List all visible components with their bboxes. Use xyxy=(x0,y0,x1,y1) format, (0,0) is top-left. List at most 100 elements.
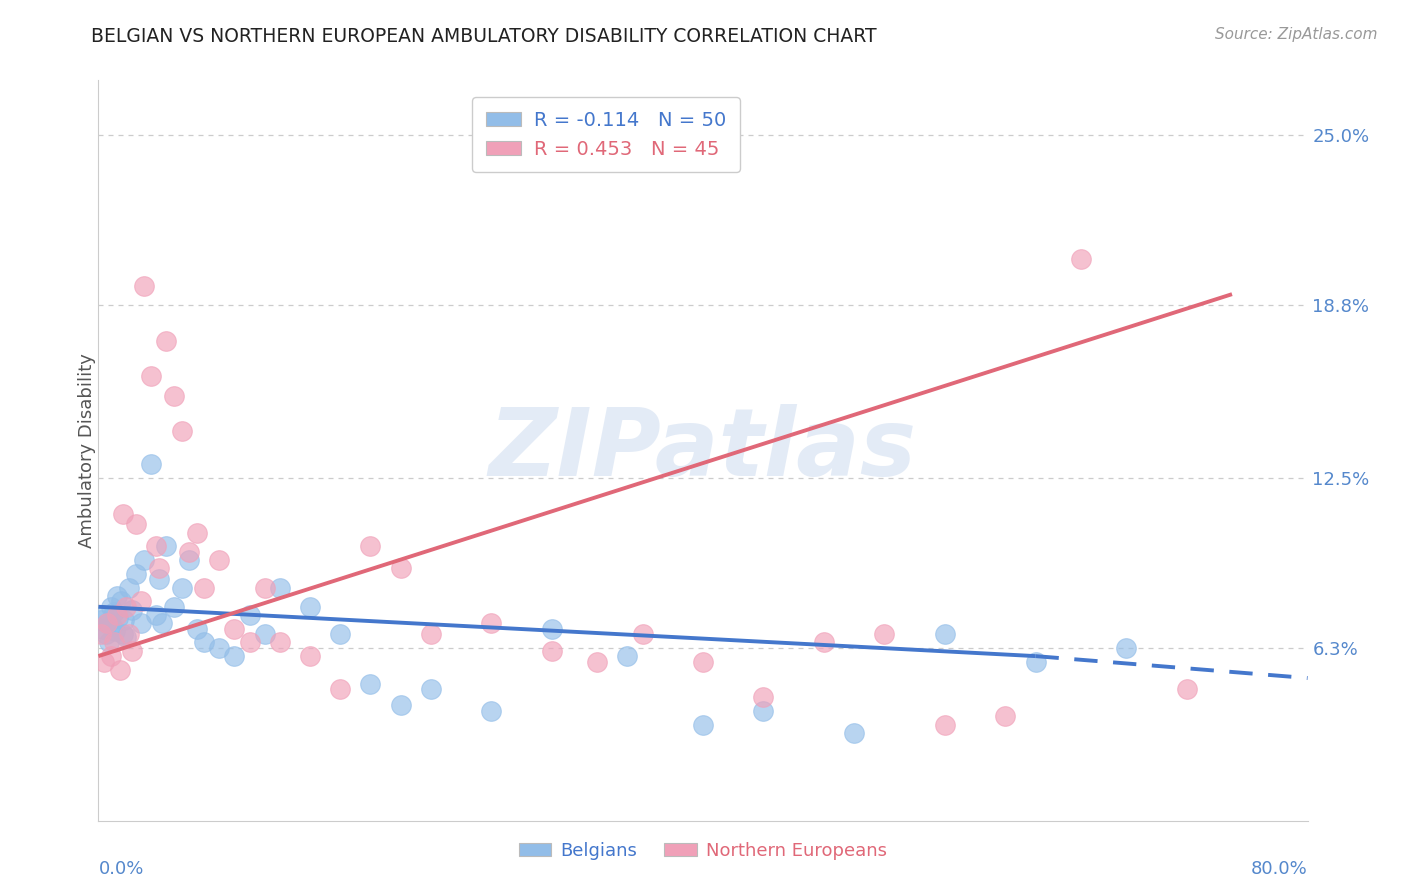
Point xyxy=(752,690,775,705)
Point xyxy=(329,681,352,696)
Point xyxy=(96,616,118,631)
Text: 80.0%: 80.0% xyxy=(1251,860,1308,878)
Point xyxy=(121,602,143,616)
Point xyxy=(269,581,291,595)
Point xyxy=(121,643,143,657)
Point xyxy=(1115,640,1137,655)
Point xyxy=(1070,252,1092,266)
Point xyxy=(114,599,136,614)
Point xyxy=(104,624,127,639)
Point xyxy=(125,517,148,532)
Point xyxy=(132,279,155,293)
Point xyxy=(208,553,231,567)
Point xyxy=(420,681,443,696)
Point xyxy=(150,616,173,631)
Point xyxy=(148,561,170,575)
Text: ZIPatlas: ZIPatlas xyxy=(489,404,917,497)
Point xyxy=(186,525,208,540)
Point xyxy=(752,704,775,718)
Point xyxy=(105,607,128,622)
Point xyxy=(108,663,131,677)
Point xyxy=(141,369,163,384)
Text: Source: ZipAtlas.com: Source: ZipAtlas.com xyxy=(1215,27,1378,42)
Point xyxy=(90,627,112,641)
Point xyxy=(155,334,177,348)
Point xyxy=(934,627,956,641)
Point xyxy=(692,717,714,731)
Point xyxy=(253,627,276,641)
Point xyxy=(360,676,382,690)
Point xyxy=(96,616,118,631)
Point xyxy=(224,622,246,636)
Point xyxy=(114,630,136,644)
Point xyxy=(129,616,152,631)
Point xyxy=(193,581,215,595)
Point xyxy=(170,581,193,595)
Point xyxy=(170,424,193,438)
Point xyxy=(540,622,562,636)
Point xyxy=(299,649,322,664)
Point xyxy=(163,599,186,614)
Point xyxy=(118,627,141,641)
Point xyxy=(934,717,956,731)
Point xyxy=(360,540,382,554)
Point xyxy=(224,649,246,664)
Point xyxy=(844,726,866,740)
Point xyxy=(389,561,412,575)
Point xyxy=(98,635,121,649)
Point xyxy=(125,566,148,581)
Point xyxy=(239,635,262,649)
Point xyxy=(208,640,231,655)
Point xyxy=(105,589,128,603)
Point xyxy=(540,643,562,657)
Point xyxy=(994,709,1017,723)
Point xyxy=(616,649,638,664)
Point xyxy=(389,698,412,713)
Point xyxy=(155,540,177,554)
Point xyxy=(239,607,262,622)
Point xyxy=(329,627,352,641)
Point xyxy=(179,553,201,567)
Point xyxy=(110,594,132,608)
Point xyxy=(299,599,322,614)
Point xyxy=(100,599,122,614)
Point xyxy=(112,614,135,628)
Point xyxy=(90,614,112,628)
Point xyxy=(186,622,208,636)
Point xyxy=(145,540,167,554)
Point xyxy=(420,627,443,641)
Point xyxy=(269,635,291,649)
Point xyxy=(100,649,122,664)
Point xyxy=(94,627,117,641)
Point xyxy=(692,655,714,669)
Point xyxy=(103,605,125,619)
Point xyxy=(93,655,115,669)
Text: 0.0%: 0.0% xyxy=(98,860,143,878)
Point xyxy=(481,616,503,631)
Point xyxy=(101,619,124,633)
Point xyxy=(148,572,170,586)
Point xyxy=(193,635,215,649)
Point xyxy=(253,581,276,595)
Y-axis label: Ambulatory Disability: Ambulatory Disability xyxy=(79,353,96,548)
Point xyxy=(631,627,654,641)
Point xyxy=(145,607,167,622)
Point xyxy=(179,545,201,559)
Point xyxy=(111,627,134,641)
Point xyxy=(163,389,186,403)
Point xyxy=(129,594,152,608)
Point xyxy=(873,627,896,641)
Point xyxy=(93,607,115,622)
Text: BELGIAN VS NORTHERN EUROPEAN AMBULATORY DISABILITY CORRELATION CHART: BELGIAN VS NORTHERN EUROPEAN AMBULATORY … xyxy=(91,27,877,45)
Point xyxy=(586,655,609,669)
Point xyxy=(107,611,129,625)
Point xyxy=(813,635,835,649)
Legend: Belgians, Northern Europeans: Belgians, Northern Europeans xyxy=(512,835,894,867)
Point xyxy=(1024,655,1046,669)
Point xyxy=(132,553,155,567)
Point xyxy=(91,622,114,636)
Point xyxy=(481,704,503,718)
Point xyxy=(111,507,134,521)
Point xyxy=(103,635,125,649)
Point xyxy=(118,581,141,595)
